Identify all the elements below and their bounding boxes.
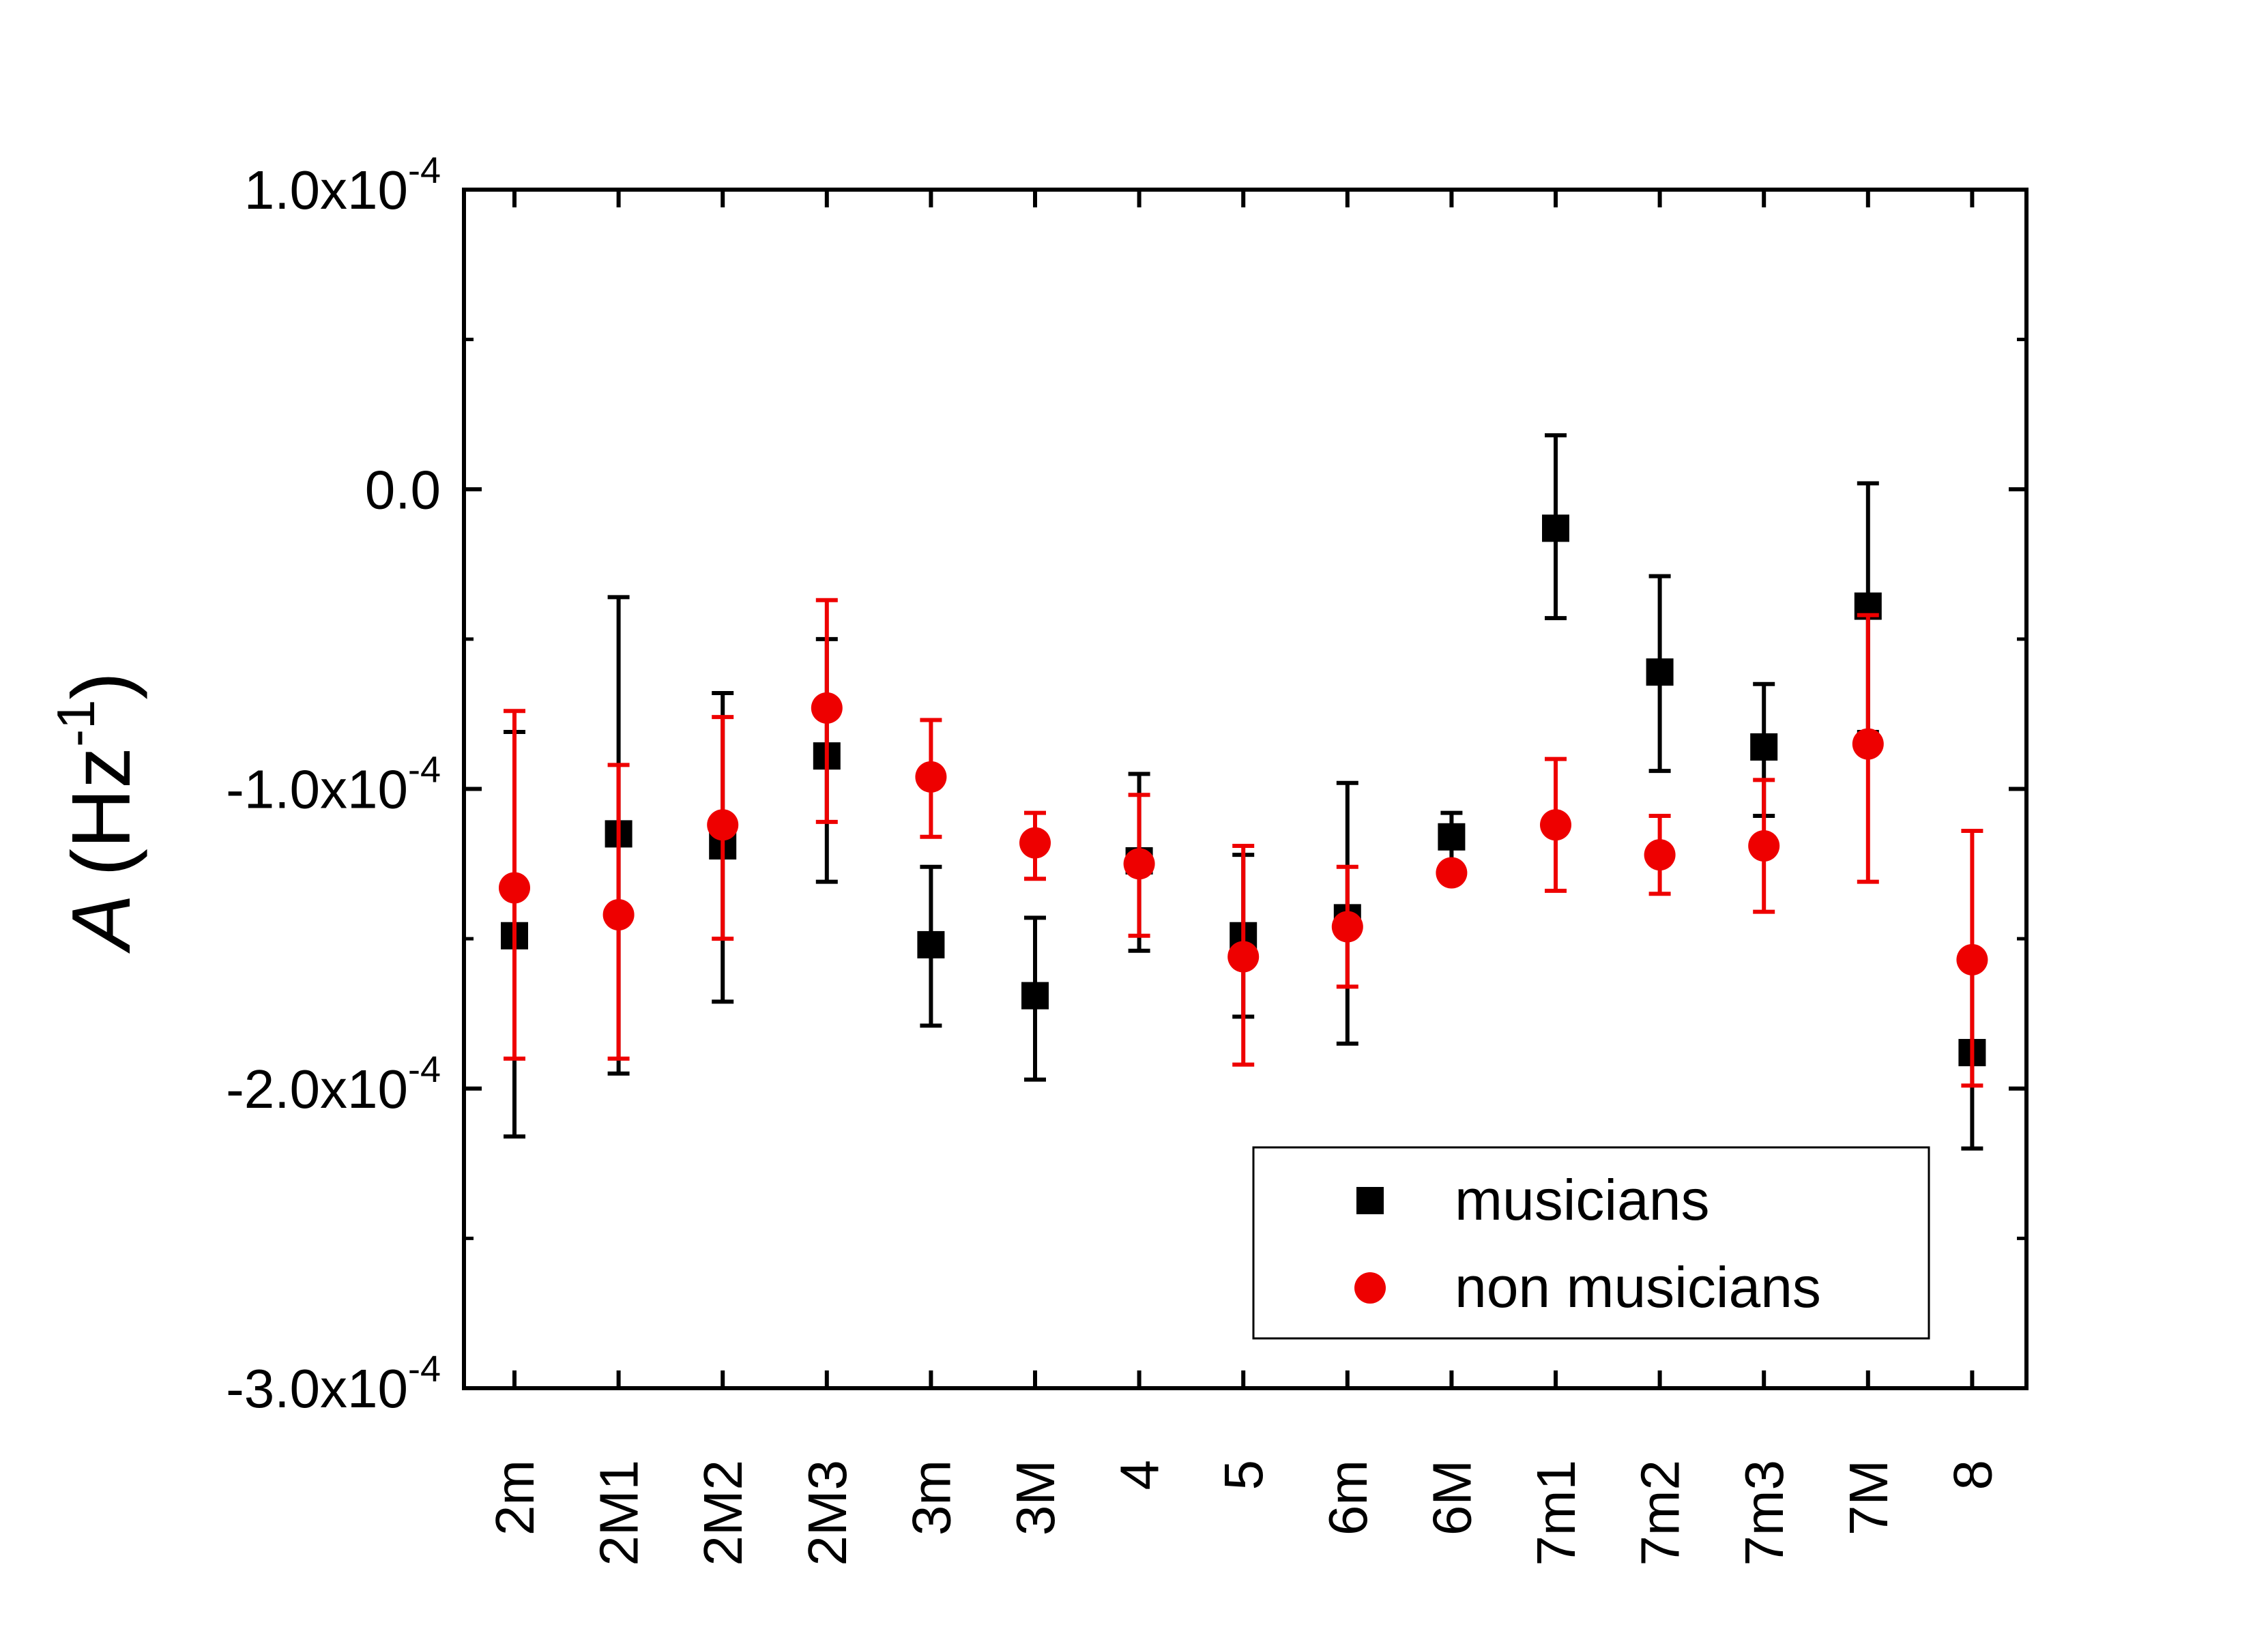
x-tick-label-7m3: 7m3: [1734, 1460, 1794, 1566]
data-point-circle: [499, 872, 530, 904]
y-tick-mantissa: -1.0x10: [226, 759, 408, 820]
y-tick-label: 0.0: [365, 459, 441, 520]
data-point-square: [1438, 823, 1466, 851]
x-tick-label-2m3: 2M3: [797, 1460, 858, 1566]
y-tick-exponent: -4: [408, 1349, 441, 1390]
x-tick-label-2m: 2m: [484, 1460, 545, 1536]
y-tick-mantissa: -3.0x10: [226, 1358, 408, 1419]
legend-label: musicians: [1455, 1168, 1709, 1232]
legend: musicians non musicians: [1252, 1146, 1930, 1340]
legend-label: non musicians: [1455, 1255, 1821, 1319]
y-axis-unit-exponent: -1: [46, 700, 106, 747]
series-non-musicians: [499, 598, 1988, 1088]
x-tick-label-6m: 6m: [1318, 1460, 1378, 1536]
plot-frame: [462, 188, 2029, 1390]
legend-marker-circle: [1354, 1272, 1386, 1304]
y-axis-symbol: A: [55, 894, 147, 954]
data-point-circle: [1644, 839, 1676, 871]
x-tick-label-5: 5: [1213, 1460, 1274, 1491]
data-point-circle: [811, 692, 843, 724]
data-point-circle: [1123, 848, 1155, 880]
x-tick-label-2m1: 2M1: [589, 1460, 650, 1566]
y-tick-mantissa: -2.0x10: [226, 1059, 408, 1119]
x-tick-label-7m2: 7m2: [1630, 1460, 1691, 1566]
x-tick-label-3m: 3m: [901, 1460, 961, 1536]
data-point-square: [1646, 658, 1674, 686]
data-point-circle: [1540, 809, 1571, 841]
x-tick-label-4: 4: [1109, 1460, 1170, 1491]
data-point-circle: [915, 761, 947, 793]
data-point-circle: [1748, 830, 1780, 862]
data-point-circle: [1956, 943, 1988, 975]
data-point-circle: [1852, 728, 1884, 760]
x-tick-label-7m: 7M: [1838, 1460, 1899, 1536]
series-layer: [499, 433, 1988, 1151]
y-tick-label: -1.0x10-4: [226, 750, 441, 820]
x-tick-label-8: 8: [1942, 1460, 2003, 1491]
data-point-circle: [602, 898, 635, 930]
data-point-circle: [1331, 911, 1363, 943]
x-tick-label-2m2: 2M2: [693, 1460, 753, 1566]
y-tick-mantissa: 0.0: [365, 459, 441, 520]
x-tick-label-6m: 6M: [1421, 1460, 1482, 1536]
y-tick-label: 1.0x10-4: [244, 150, 441, 220]
data-point-square: [1021, 982, 1049, 1010]
y-tick-label: -3.0x10-4: [226, 1349, 441, 1419]
data-point-square: [1750, 733, 1778, 761]
y-axis-unit-close: ): [55, 672, 147, 700]
data-point-circle: [1019, 827, 1051, 859]
data-point-square: [917, 930, 945, 958]
data-point-circle: [707, 809, 739, 841]
y-tick-exponent: -4: [408, 1049, 441, 1090]
x-tick-labels: 2m 2M1 2M2 2M3 3m 3M 4 5 6m 6M 7m1 7m2 7m3 7M 8: [484, 1460, 2003, 1566]
data-point-circle: [1227, 941, 1260, 973]
y-axis-title: A (Hz-1): [46, 672, 147, 954]
y-tick-labels: 1.0x10-40.0-1.0x10-4-2.0x10-4-3.0x10-4: [226, 150, 441, 1419]
data-point-circle: [1436, 857, 1468, 889]
y-axis-title-text: A (Hz-1): [46, 672, 147, 954]
legend-marker-square: [1356, 1187, 1384, 1214]
data-point-square: [1542, 514, 1569, 542]
y-tick-exponent: -4: [408, 150, 441, 191]
y-tick-exponent: -4: [408, 750, 441, 791]
y-tick-mantissa: 1.0x10: [244, 160, 408, 220]
x-tick-label-7m1: 7m1: [1526, 1460, 1586, 1566]
legend-box: [1252, 1146, 1930, 1340]
y-axis-unit-open: (Hz: [55, 747, 147, 877]
y-tick-label: -2.0x10-4: [226, 1049, 441, 1119]
x-ticks: [512, 190, 1975, 1388]
x-tick-label-3m: 3M: [1005, 1460, 1066, 1536]
